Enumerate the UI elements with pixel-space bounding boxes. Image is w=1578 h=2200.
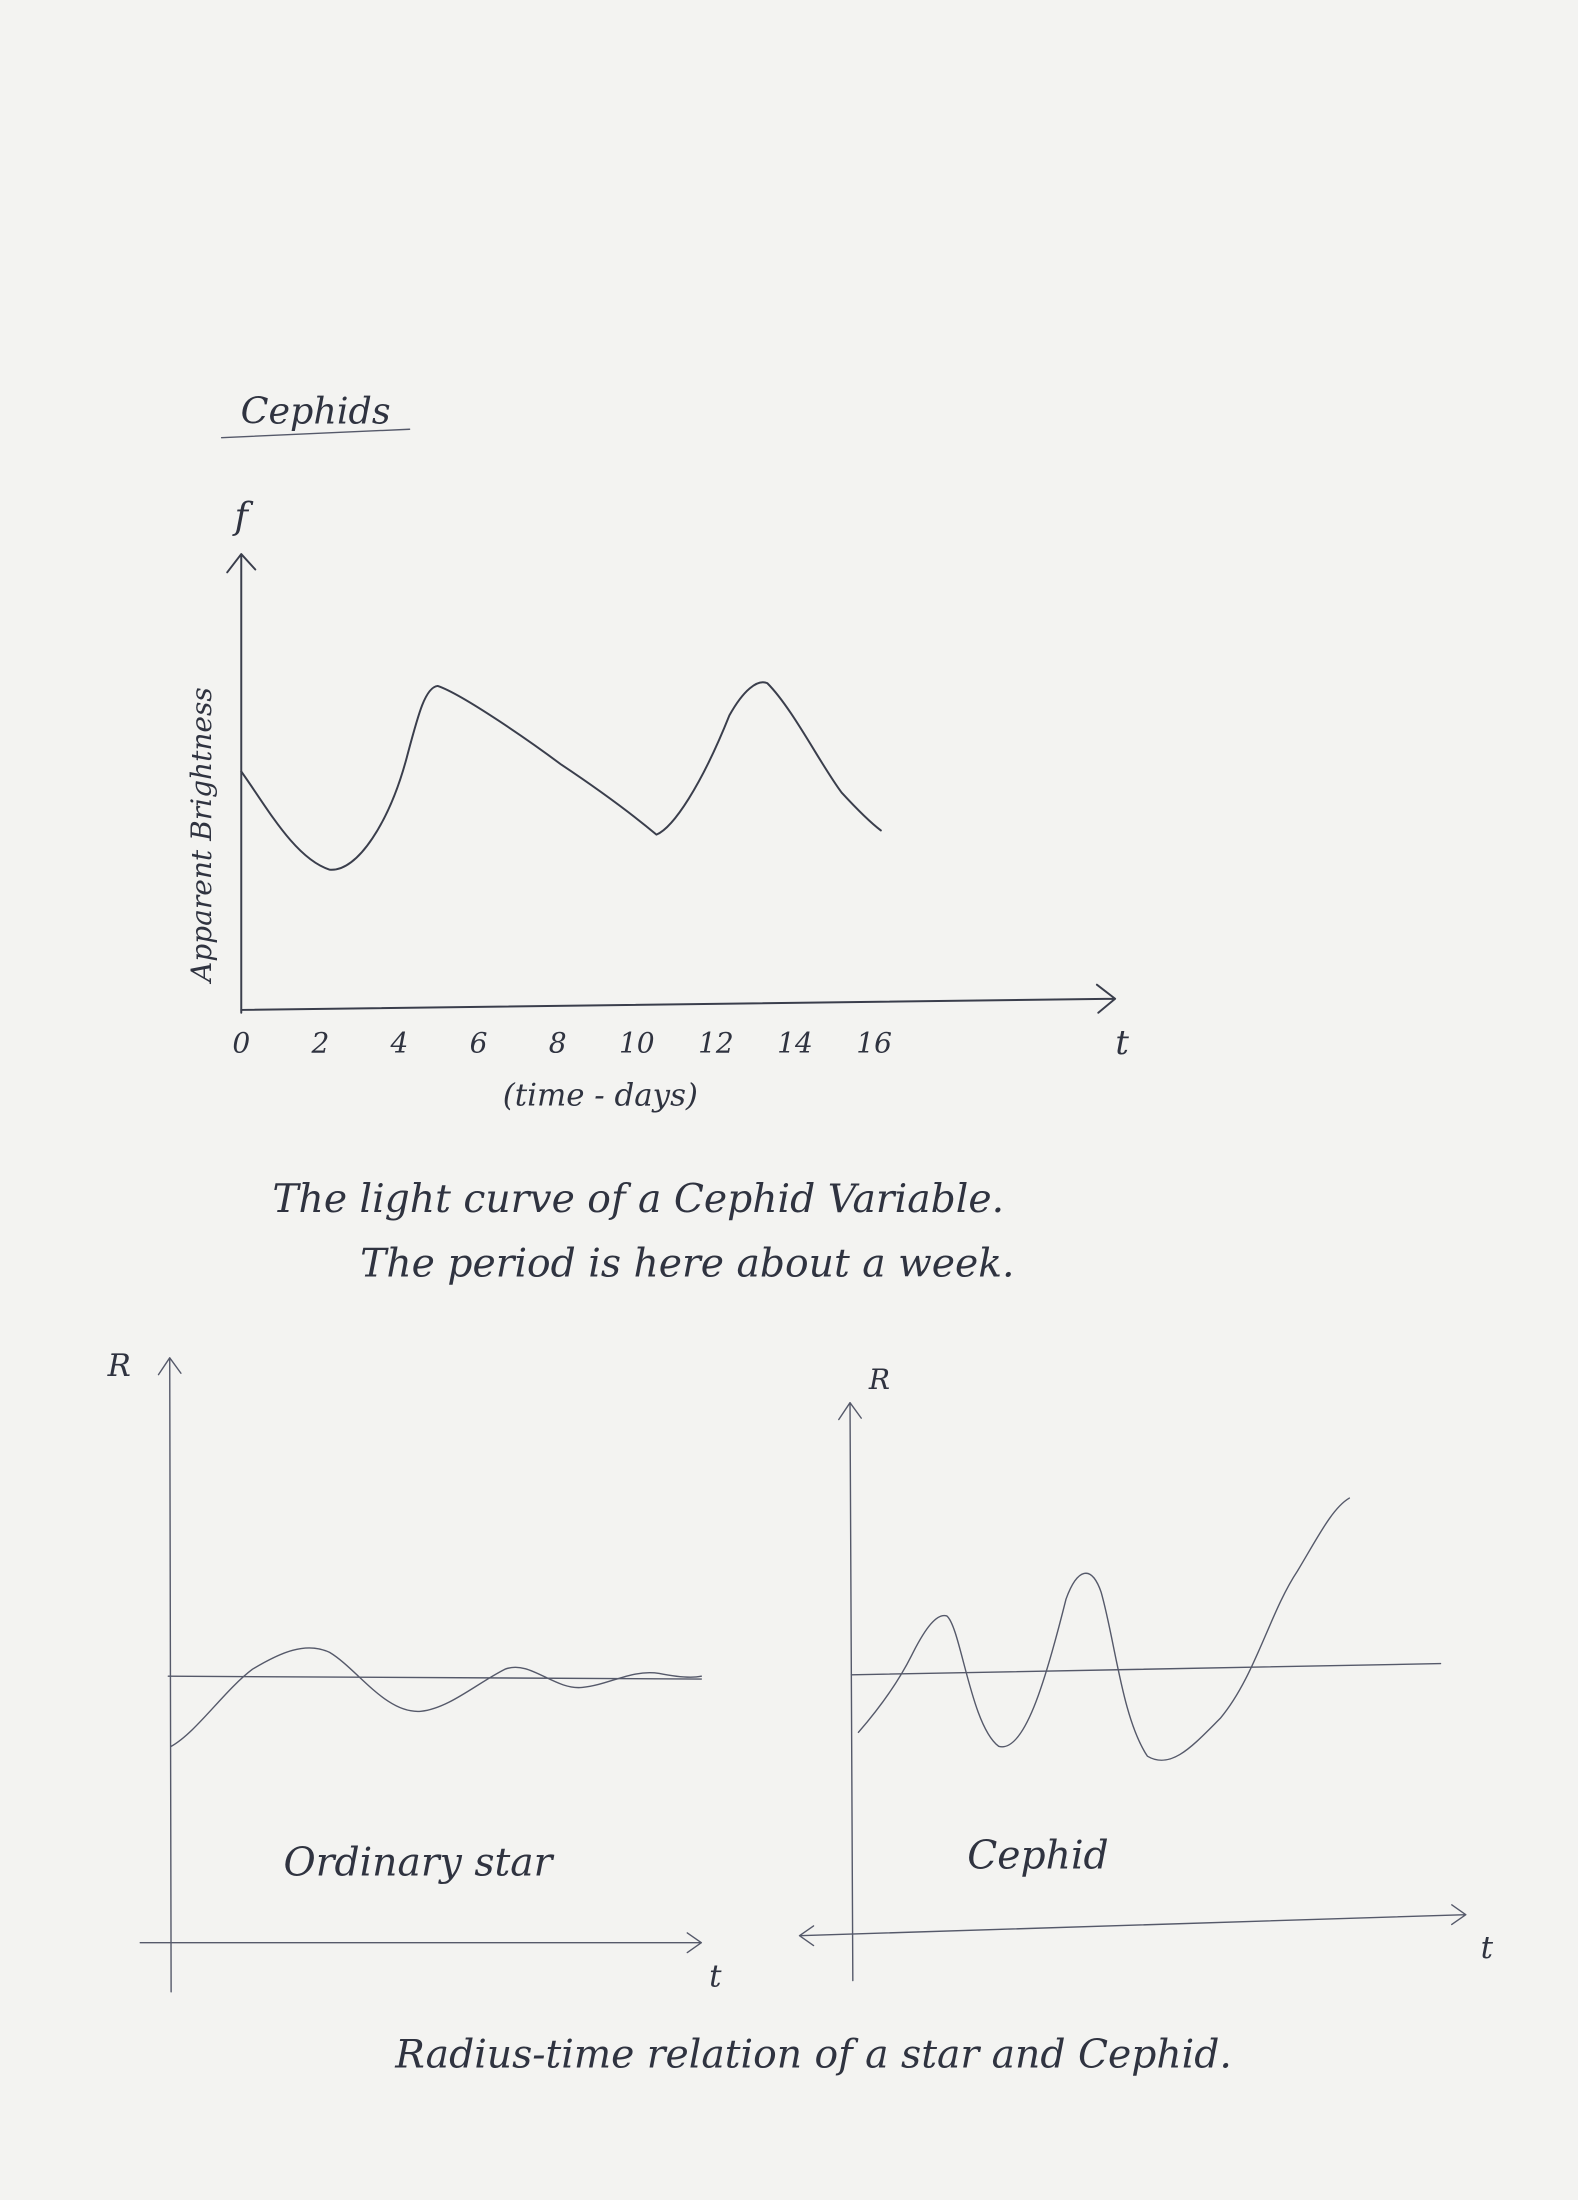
chart-label: Cephid — [967, 1834, 1108, 1879]
light-curve-chart: f Apparent Brightness t (time - days) 0 2… — [185, 495, 1129, 1114]
radius-curve — [170, 1647, 703, 1748]
x-tick-label: 4 — [390, 1027, 409, 1060]
y-axis — [157, 1357, 182, 1993]
y-axis — [226, 553, 257, 1014]
y-symbol: R — [107, 1348, 131, 1384]
x-tick-label: 14 — [777, 1027, 813, 1060]
x-tick-label: 12 — [698, 1027, 734, 1060]
y-axis-label: Apparent Brightness — [185, 687, 218, 985]
title-underline — [220, 428, 411, 439]
cephid-chart: R t Cephid — [798, 1363, 1494, 1982]
x-symbol: t — [1115, 1023, 1129, 1062]
x-tick-label: 10 — [619, 1027, 655, 1060]
x-tick-label: 0 — [232, 1027, 250, 1060]
equilibrium-line — [850, 1662, 1442, 1676]
y-axis — [838, 1401, 862, 1982]
title: Cephids — [241, 389, 391, 432]
x-symbol: t — [709, 1958, 722, 1994]
bottom-caption: Radius-time relation of a star and Cephi… — [394, 2033, 1232, 2078]
x-tick-label: 6 — [470, 1027, 488, 1060]
light-curve — [240, 681, 882, 871]
radius-curve — [857, 1497, 1351, 1762]
x-axis-label: (time - days) — [503, 1077, 698, 1113]
x-tick-label: 16 — [856, 1027, 892, 1060]
chart-label: Ordinary star — [284, 1841, 555, 1886]
x-symbol: t — [1481, 1930, 1494, 1966]
caption-line: The light curve of a Cephid Variable. — [272, 1177, 1004, 1222]
x-axis — [798, 1904, 1467, 1947]
y-symbol: R — [868, 1363, 890, 1396]
x-axis — [139, 1932, 703, 1954]
y-symbol: f — [232, 495, 254, 538]
equilibrium-line — [167, 1675, 703, 1680]
x-tick-label: 8 — [549, 1027, 567, 1060]
caption-line: The period is here about a week. — [360, 1242, 1014, 1287]
x-axis — [240, 983, 1117, 1014]
ordinary-star-chart: R t Ordinary star — [107, 1348, 723, 1994]
x-tick-label: 2 — [310, 1027, 329, 1060]
